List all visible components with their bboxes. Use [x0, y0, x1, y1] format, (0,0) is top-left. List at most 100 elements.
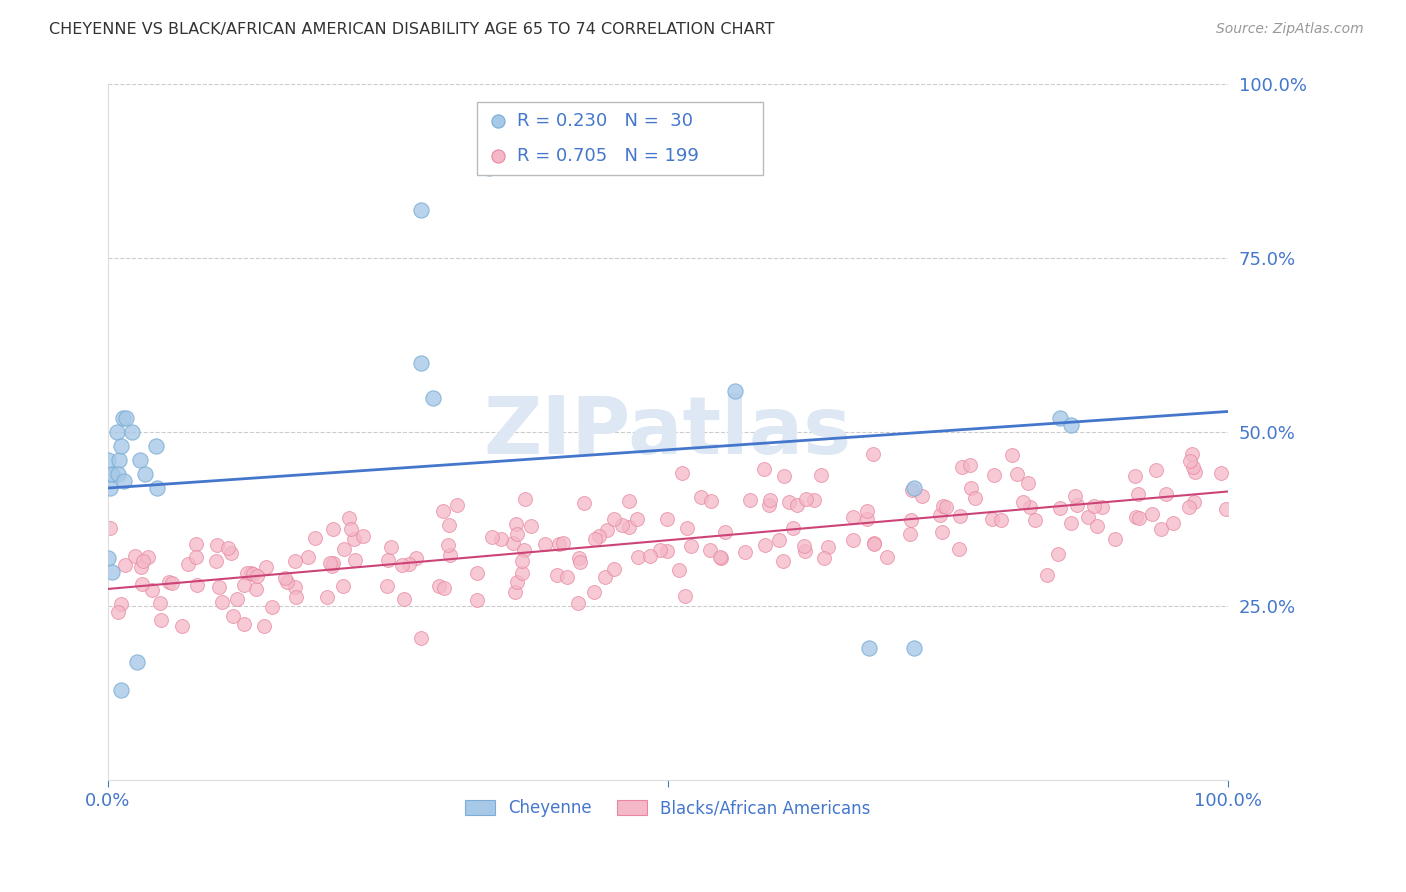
- Point: [862, 447, 884, 461]
- Point: [1181, 447, 1204, 461]
- Point: [505, 517, 527, 532]
- Point: [100, 467, 122, 482]
- Point: [1125, 510, 1147, 524]
- Point: [446, 498, 468, 512]
- Point: [929, 508, 952, 522]
- Point: [284, 580, 307, 594]
- Point: [377, 553, 399, 567]
- Point: [157, 575, 180, 590]
- Point: [246, 569, 269, 583]
- Point: [422, 391, 444, 405]
- Point: [520, 519, 543, 533]
- Text: Source: ZipAtlas.com: Source: ZipAtlas.com: [1216, 22, 1364, 37]
- Point: [1060, 418, 1083, 433]
- Point: [1154, 487, 1177, 501]
- Point: [876, 550, 898, 565]
- Point: [650, 543, 672, 558]
- Point: [949, 509, 972, 524]
- Point: [568, 555, 591, 569]
- Point: [274, 571, 297, 585]
- Point: [170, 619, 193, 633]
- Point: [842, 533, 865, 547]
- Text: ZIPatlas: ZIPatlas: [484, 393, 852, 471]
- Point: [1047, 547, 1070, 561]
- Point: [177, 557, 200, 571]
- Point: [959, 458, 981, 473]
- Point: [207, 538, 229, 552]
- Point: [803, 493, 825, 508]
- Point: [1104, 532, 1126, 546]
- Point: [676, 521, 699, 535]
- Point: [740, 493, 762, 508]
- Point: [239, 566, 262, 580]
- Point: [233, 578, 256, 592]
- Point: [217, 541, 239, 555]
- Point: [160, 576, 183, 591]
- Point: [950, 460, 973, 475]
- Point: [714, 524, 737, 539]
- Point: [411, 356, 433, 370]
- Point: [862, 536, 884, 550]
- Point: [734, 544, 756, 558]
- Point: [506, 574, 529, 589]
- Point: [510, 566, 533, 580]
- Point: [1049, 501, 1071, 516]
- Point: [900, 513, 922, 527]
- Point: [398, 558, 420, 572]
- Point: [127, 655, 149, 669]
- Point: [232, 617, 254, 632]
- Point: [1178, 454, 1201, 468]
- Point: [655, 512, 678, 526]
- Point: [353, 529, 375, 543]
- Point: [699, 494, 721, 508]
- Point: [627, 549, 650, 564]
- Point: [856, 512, 879, 526]
- Point: [990, 512, 1012, 526]
- Point: [709, 549, 731, 564]
- Point: [856, 504, 879, 518]
- Point: [671, 467, 693, 481]
- Point: [184, 537, 207, 551]
- Point: [588, 529, 610, 543]
- Point: [131, 577, 153, 591]
- Point: [114, 411, 136, 425]
- Point: [1181, 460, 1204, 475]
- Point: [1000, 448, 1022, 462]
- Point: [204, 554, 226, 568]
- Point: [690, 491, 713, 505]
- Point: [863, 537, 886, 551]
- Point: [935, 500, 957, 514]
- Point: [754, 461, 776, 475]
- Point: [114, 558, 136, 572]
- Point: [433, 581, 456, 595]
- Point: [810, 468, 832, 483]
- Point: [322, 523, 344, 537]
- Point: [794, 544, 817, 558]
- Point: [593, 570, 616, 584]
- Point: [186, 578, 208, 592]
- Point: [149, 596, 172, 610]
- Point: [481, 531, 503, 545]
- Point: [186, 549, 208, 564]
- Point: [900, 483, 922, 498]
- Point: [467, 566, 489, 580]
- Point: [138, 550, 160, 565]
- Point: [1036, 567, 1059, 582]
- Point: [842, 510, 865, 524]
- Point: [437, 538, 460, 552]
- Point: [772, 469, 794, 483]
- Point: [679, 539, 702, 553]
- Point: [245, 582, 267, 596]
- Point: [208, 580, 231, 594]
- Point: [343, 552, 366, 566]
- Point: [129, 559, 152, 574]
- Point: [793, 539, 815, 553]
- Point: [1005, 467, 1028, 481]
- Point: [786, 498, 808, 512]
- Text: CHEYENNE VS BLACK/AFRICAN AMERICAN DISABILITY AGE 65 TO 74 CORRELATION CHART: CHEYENNE VS BLACK/AFRICAN AMERICAN DISAB…: [49, 22, 775, 37]
- Point: [505, 527, 527, 541]
- Text: R = 0.230   N =  30: R = 0.230 N = 30: [516, 112, 693, 130]
- Point: [226, 591, 249, 606]
- Point: [411, 631, 433, 645]
- Point: [107, 467, 129, 482]
